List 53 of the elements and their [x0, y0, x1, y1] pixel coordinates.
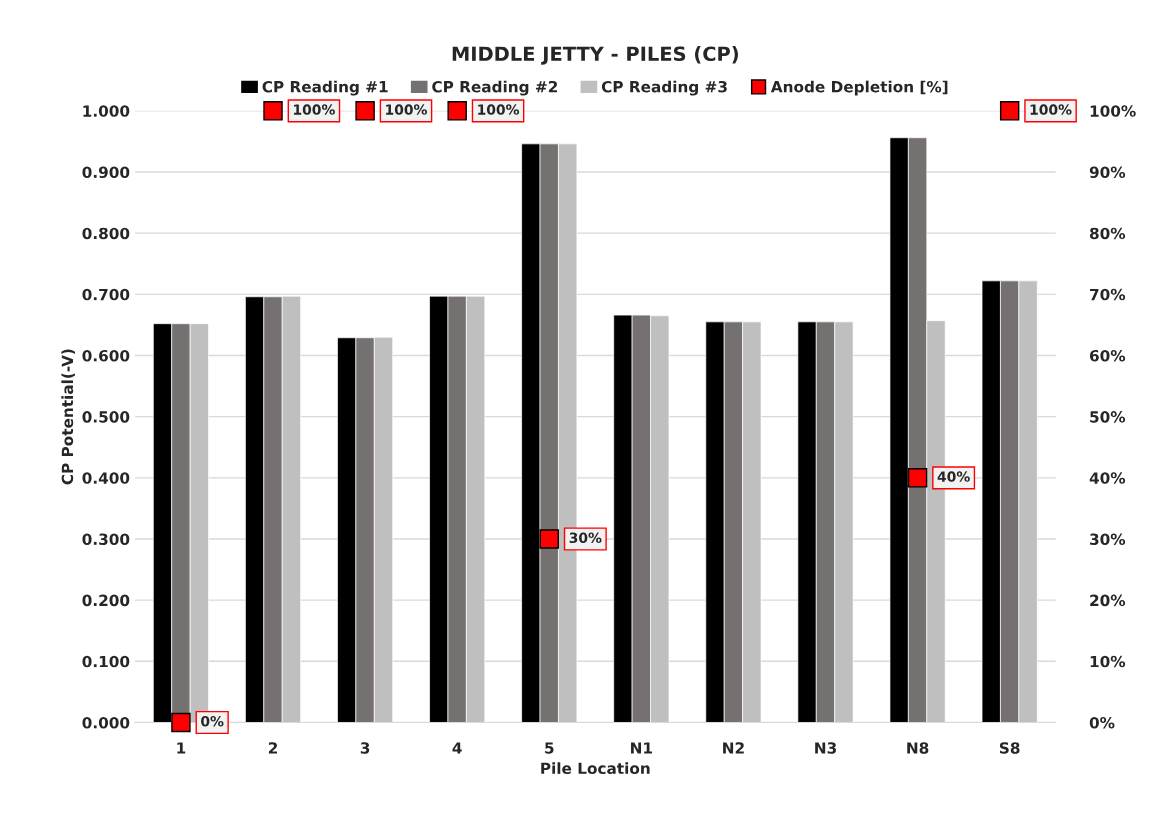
x-tick-label: N3	[815, 742, 836, 754]
y2-tick-label: 100%	[1090, 105, 1136, 117]
y-tick-label: 0.200	[82, 594, 130, 607]
legend-label: CP Reading #1	[262, 80, 388, 96]
y2-tick-label: 80%	[1089, 227, 1126, 240]
x-tick-label: N2	[723, 742, 744, 754]
data-label: 30%	[569, 532, 602, 544]
y2-tick-label: 40%	[1089, 472, 1126, 484]
data-label: 100%	[478, 104, 520, 115]
y-tick-label: 0.800	[82, 227, 130, 240]
legend-label: CP Reading #2	[432, 80, 558, 96]
y-tick-label: 0.500	[82, 411, 130, 423]
x-axis-title: Pile Location	[541, 762, 650, 775]
x-tick-label: N8	[907, 742, 929, 754]
point	[171, 712, 191, 733]
y-tick-label: 0.400	[82, 472, 130, 484]
y2-tick-label: 70%	[1090, 288, 1126, 301]
y2-tick-label: 60%	[1089, 349, 1126, 362]
data-label: 100%	[1030, 104, 1072, 115]
y2-tick-label: 90%	[1089, 166, 1126, 179]
x-tick-label: N1	[631, 742, 652, 754]
data-label: 0%	[201, 716, 224, 727]
point	[999, 101, 1020, 121]
x-tick-label: S8	[999, 742, 1020, 754]
point	[539, 529, 559, 549]
y-tick-label: 0.600	[82, 349, 130, 362]
y-tick-label: 0.100	[82, 655, 130, 668]
y2-tick-label: 10%	[1090, 655, 1126, 668]
data-label: 100%	[386, 104, 428, 115]
data-label: 40%	[937, 471, 970, 482]
chart-title: MIDDLE JETTY - PILES (CP)	[452, 46, 738, 65]
x-tick-label: 4	[452, 742, 462, 754]
y2-tick-label: 20%	[1090, 594, 1126, 607]
y-tick-label: 1.000	[83, 105, 130, 117]
y-tick-label: 0.900	[82, 166, 130, 179]
x-tick-label: 5	[545, 742, 554, 754]
legend-label: CP Reading #3	[601, 80, 727, 96]
x-tick-label: 3	[360, 742, 370, 754]
y2-tick-label: 30%	[1090, 533, 1126, 546]
legend-label: Anode Depletion [%]	[770, 80, 948, 96]
data-label: 100%	[294, 104, 335, 115]
y-tick-label: 0.000	[82, 716, 130, 729]
y-tick-label: 0.300	[82, 533, 130, 546]
point	[447, 101, 467, 121]
y-tick-label: 0.700	[82, 288, 130, 301]
y2-tick-label: 50%	[1090, 411, 1126, 423]
point	[907, 468, 928, 488]
y-axis-title: CP Potential(-V)	[61, 349, 75, 485]
y2-tick-label: 0%	[1089, 716, 1115, 729]
x-tick-label: 2	[268, 742, 277, 754]
point	[355, 101, 375, 121]
point	[263, 101, 283, 121]
x-tick-label: 1	[177, 742, 186, 754]
